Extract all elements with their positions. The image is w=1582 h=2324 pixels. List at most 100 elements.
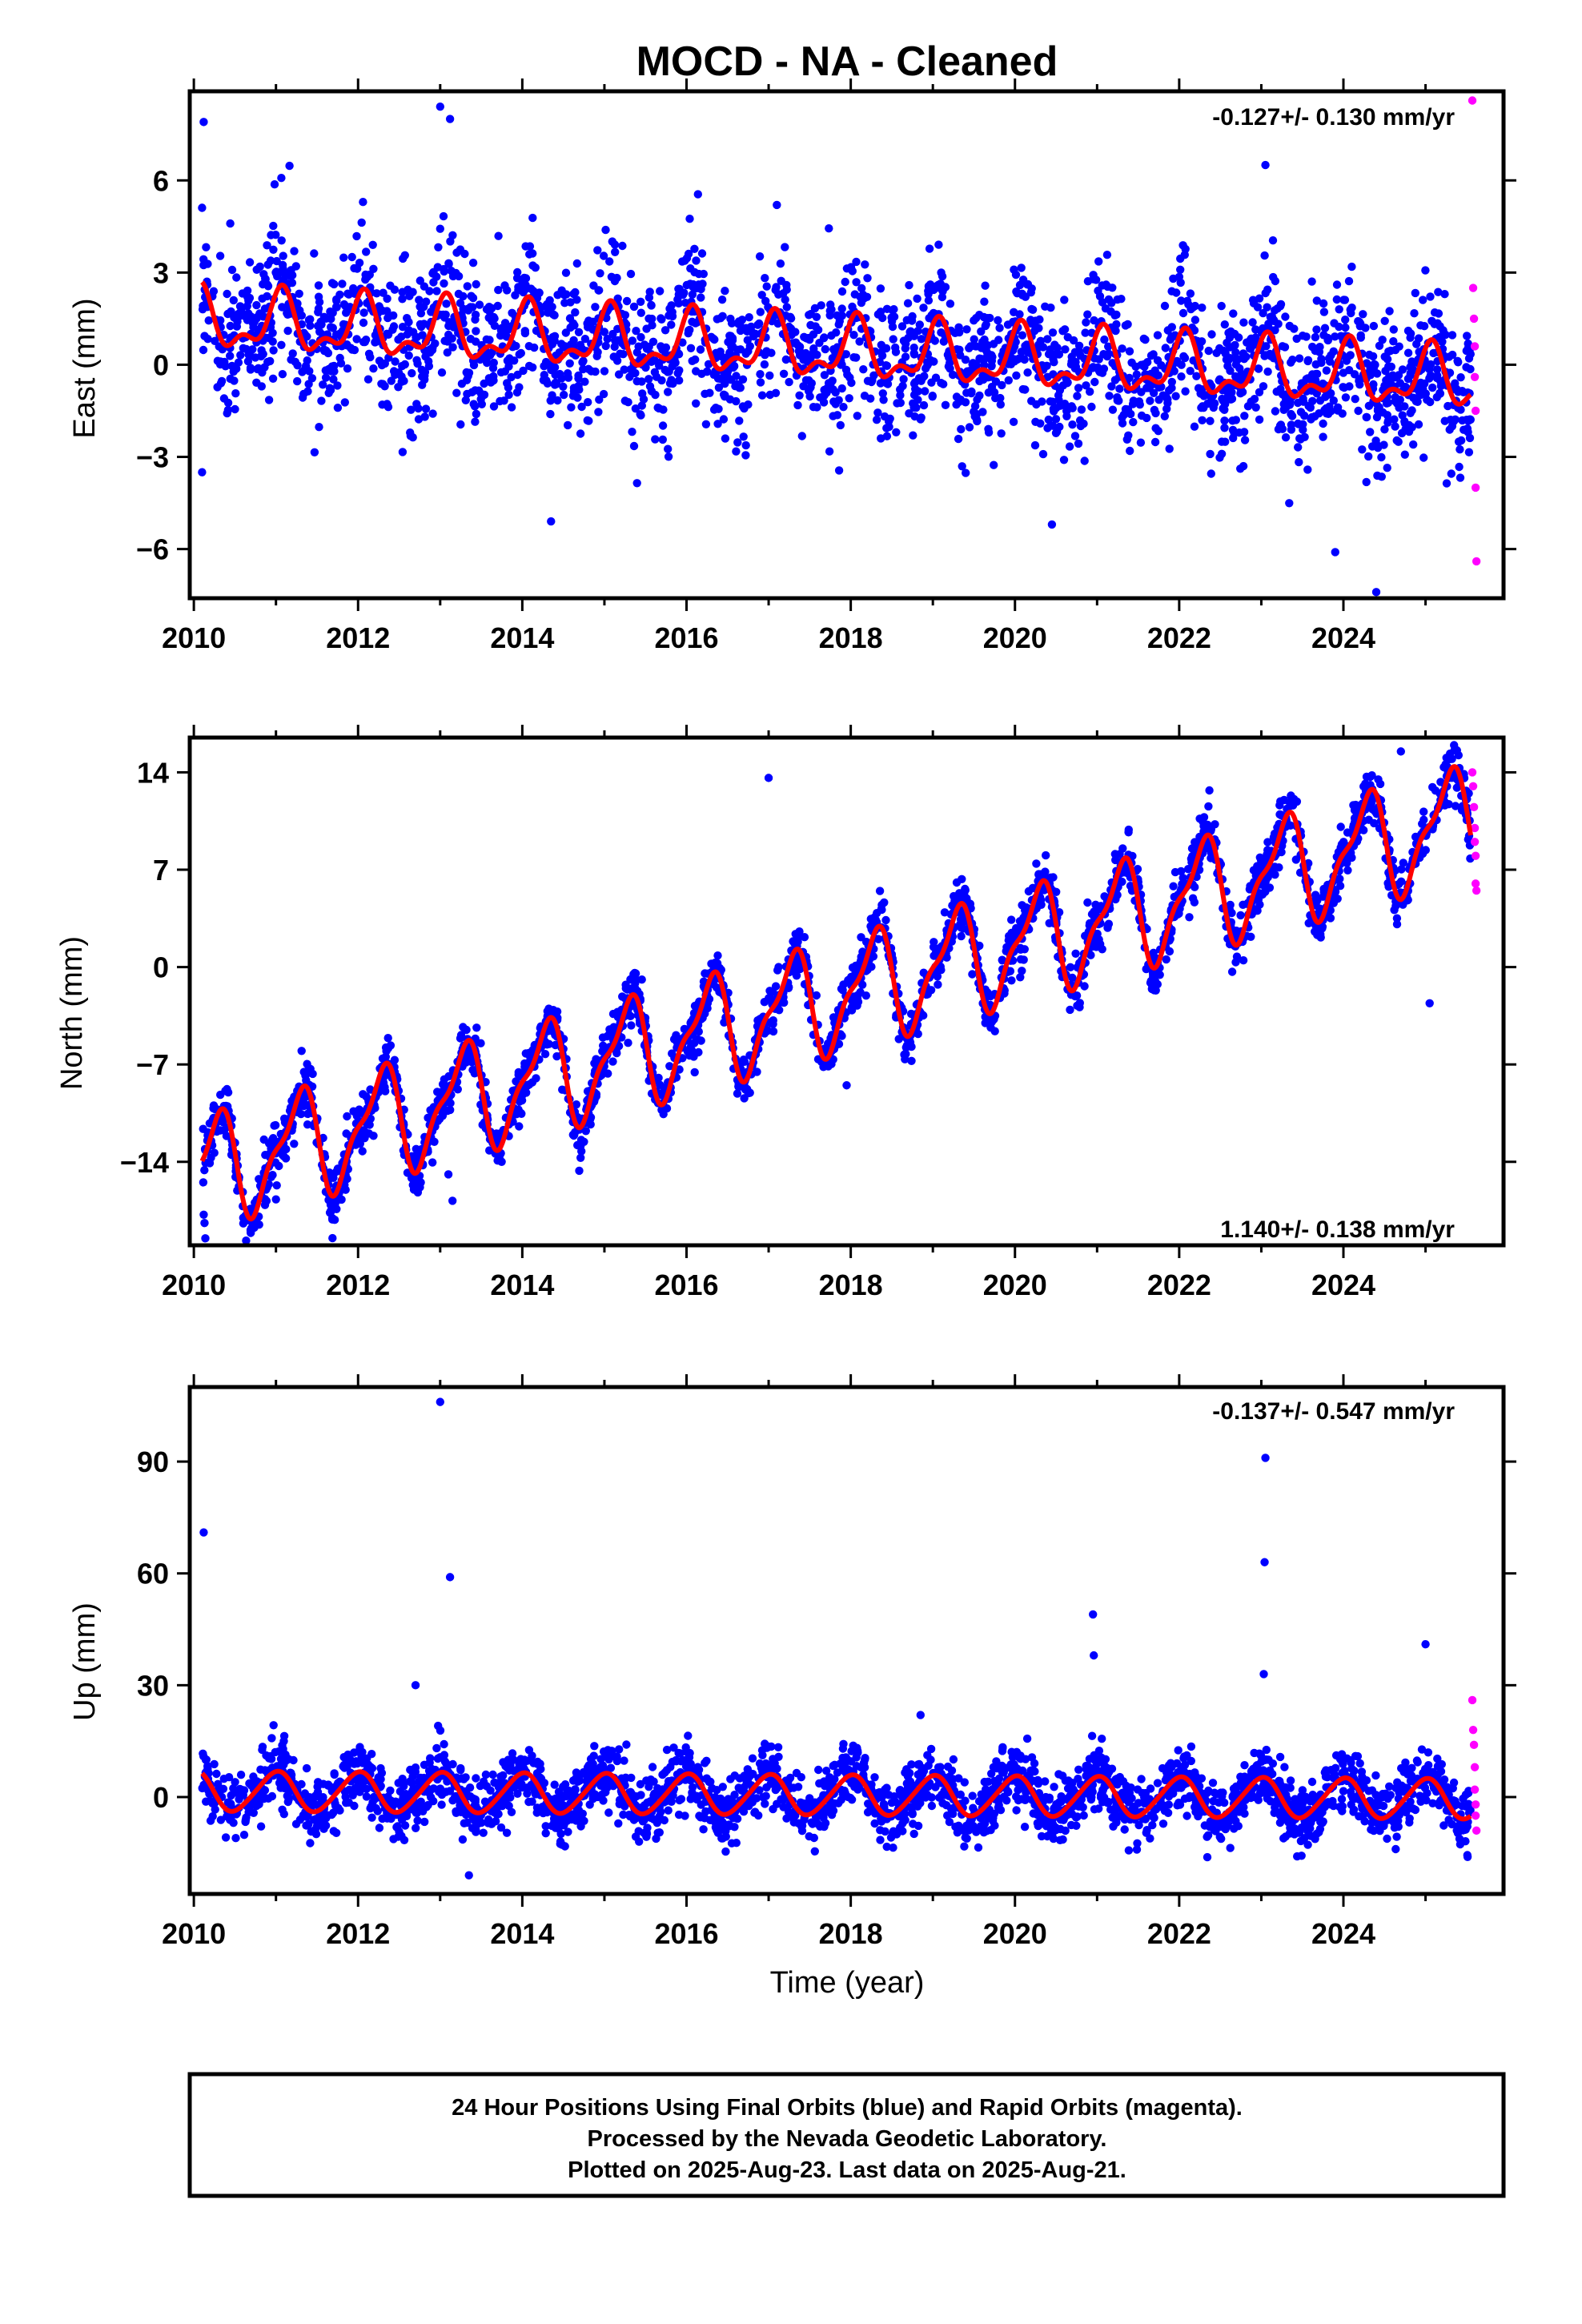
data-point (1377, 452, 1386, 462)
data-point (246, 1228, 255, 1236)
data-point (1050, 358, 1058, 367)
data-point (827, 305, 836, 314)
data-point (1240, 436, 1250, 444)
data-point (857, 298, 866, 308)
data-point (1113, 396, 1122, 405)
data-point (420, 302, 428, 312)
data-point (1101, 304, 1110, 313)
data-point (850, 290, 860, 299)
data-point (622, 296, 632, 306)
data-point (557, 374, 566, 383)
data-point (859, 365, 868, 374)
outlier-point (773, 200, 781, 210)
data-point (343, 289, 352, 298)
data-point (690, 1039, 699, 1047)
data-point (934, 980, 942, 989)
data-point (1192, 372, 1201, 380)
data-point (1295, 354, 1304, 363)
data-point (278, 303, 287, 312)
data-point (1032, 400, 1041, 409)
data-point (629, 441, 639, 451)
data-point (1395, 404, 1403, 412)
data-point (1454, 437, 1464, 446)
data-point (1161, 344, 1170, 352)
data-point (1239, 318, 1248, 327)
data-point (628, 428, 636, 436)
data-point (952, 878, 962, 887)
data-point (420, 372, 429, 380)
data-point (892, 428, 901, 436)
data-point (965, 423, 974, 432)
outlier-point (436, 102, 445, 111)
data-point (1406, 333, 1415, 342)
east-rate-label: -0.127+/- 0.130 mm/yr (1212, 104, 1455, 131)
data-point (837, 384, 846, 393)
data-point (626, 269, 636, 279)
data-point (219, 394, 229, 403)
data-point (644, 314, 653, 323)
data-point (1389, 325, 1399, 334)
data-point (656, 287, 665, 296)
data-point (594, 408, 603, 416)
data-point (1015, 280, 1025, 290)
data-point (1383, 411, 1392, 420)
data-point (734, 320, 743, 328)
data-point (1151, 408, 1160, 418)
data-point (469, 360, 479, 370)
data-point (1160, 412, 1170, 420)
data-point (368, 240, 377, 249)
data-point (1071, 357, 1080, 367)
data-point (1017, 263, 1026, 272)
data-point (713, 420, 722, 428)
data-point (227, 265, 237, 275)
data-point (1329, 396, 1339, 405)
data-point (941, 400, 950, 409)
data-point (579, 364, 588, 374)
data-point (1013, 289, 1022, 298)
data-point (269, 221, 278, 231)
data-point (852, 257, 861, 267)
data-point (519, 366, 528, 376)
data-point (1231, 348, 1240, 357)
data-point (244, 309, 253, 318)
data-point (716, 347, 725, 356)
data-point (441, 310, 450, 320)
x-tick-label: 2012 (326, 621, 390, 654)
data-point (819, 334, 829, 343)
data-point (404, 318, 413, 327)
data-point (841, 277, 849, 287)
x-tick-label: 2020 (983, 621, 1047, 654)
data-point (961, 356, 970, 364)
data-point (1075, 999, 1085, 1007)
data-point (869, 371, 878, 380)
data-point (767, 1018, 777, 1027)
data-point (831, 388, 840, 397)
data-point (1383, 418, 1392, 427)
data-point (226, 374, 235, 384)
data-point (520, 327, 529, 336)
data-point (1335, 305, 1343, 314)
data-point (910, 412, 919, 421)
data-point (1118, 844, 1127, 853)
data-point (1038, 343, 1048, 352)
data-point (1324, 409, 1333, 418)
data-point (727, 319, 737, 328)
data-point (578, 358, 587, 367)
data-point (1456, 373, 1465, 382)
rapid-orbit-point (1469, 314, 1479, 324)
data-point (213, 356, 223, 365)
data-point (596, 269, 604, 278)
data-point (1076, 421, 1086, 431)
y-tick-label: −3 (136, 441, 169, 474)
data-point (631, 404, 640, 413)
data-point (550, 380, 560, 389)
data-point (667, 320, 676, 329)
y-tick-label: 6 (153, 164, 169, 197)
data-point (319, 380, 327, 389)
data-point (719, 390, 729, 399)
data-point (1299, 394, 1307, 403)
data-point (1346, 351, 1355, 360)
data-point (1362, 412, 1371, 422)
data-point (1186, 367, 1195, 376)
data-point (569, 336, 578, 345)
